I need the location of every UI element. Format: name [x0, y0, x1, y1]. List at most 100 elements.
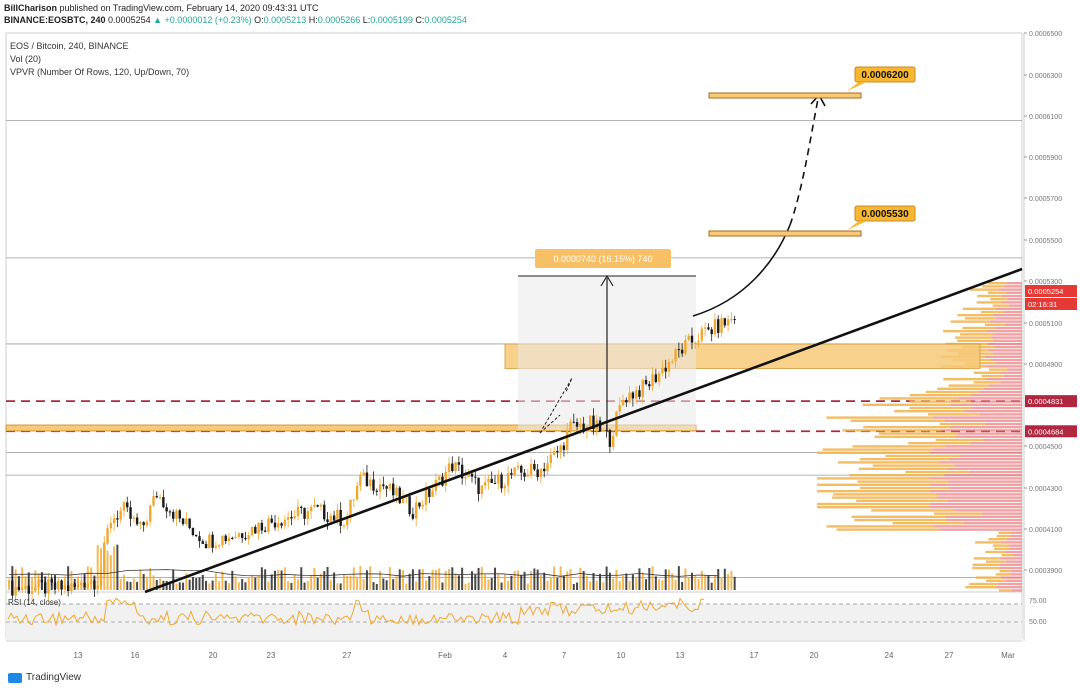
vpvr-bar-down	[944, 419, 1022, 422]
vpvr-bar-up	[859, 458, 950, 461]
volume-bar	[54, 575, 57, 590]
volume-bar	[444, 570, 447, 590]
candle-body	[145, 521, 149, 526]
volume-bar	[205, 580, 208, 590]
volume-bar	[641, 572, 644, 590]
volume-bar	[497, 574, 500, 590]
volume-bar	[464, 583, 467, 590]
x-tick-label: 13	[676, 651, 685, 660]
candle-body	[661, 367, 664, 374]
vpvr-bar-down	[929, 483, 1022, 486]
vpvr-bar-up	[955, 336, 992, 339]
vpvr-bar-up	[998, 531, 1012, 534]
candle-body	[625, 399, 628, 403]
volume-bar	[83, 573, 86, 590]
vpvr-bar-up	[981, 310, 1004, 314]
volume-bar	[405, 583, 408, 590]
x-tick-label: Feb	[438, 651, 452, 660]
vpvr-bar-down	[971, 406, 1022, 410]
volume-bar	[415, 581, 418, 590]
volume-bar	[264, 569, 267, 590]
vpvr-bar-up	[852, 445, 946, 448]
candle-body	[342, 525, 346, 527]
vpvr-bar-up	[894, 410, 965, 413]
candle-body	[520, 465, 523, 473]
y-tick-label: 0.0005500	[1029, 238, 1062, 245]
volume-bar	[50, 578, 53, 590]
candle-body	[437, 476, 441, 480]
vpvr-bar-down	[948, 467, 1022, 470]
volume-bar	[129, 581, 132, 590]
legend-vol[interactable]: Vol (20)	[10, 54, 42, 64]
volume-bar	[67, 566, 70, 590]
x-tick-label: 20	[209, 651, 218, 660]
vpvr-bar-down	[985, 365, 1022, 368]
volume-bar	[11, 566, 14, 590]
candle-body	[556, 451, 559, 453]
vpvr-bar-down	[985, 422, 1022, 426]
volume-bar	[562, 575, 565, 590]
candle-body	[694, 342, 697, 344]
vpvr-bar-up	[960, 333, 995, 336]
volume-bar	[713, 575, 716, 590]
vpvr-bar-down	[964, 410, 1022, 413]
candle-body	[372, 479, 375, 491]
candle-body	[667, 362, 671, 372]
volume-bar	[313, 567, 316, 590]
candle-body	[385, 486, 388, 489]
volume-bar	[47, 581, 50, 590]
candle-body	[424, 488, 428, 505]
volume-bar	[191, 577, 194, 590]
vpvr-bar-up	[859, 486, 950, 490]
candle-body	[273, 522, 277, 528]
x-tick-label: 10	[617, 651, 626, 660]
volume-bar	[526, 583, 529, 590]
candle-body	[723, 318, 727, 326]
rsi-tick-label: 75.00	[1029, 598, 1047, 605]
candle-body	[214, 545, 218, 548]
volume-bar	[608, 572, 611, 590]
header-line-1: BillCharison published on TradingView.co…	[4, 3, 319, 13]
volume-bar	[195, 578, 198, 590]
volume-bar	[421, 569, 424, 590]
y-tick-label: 0.0006500	[1029, 31, 1062, 38]
legend-vpvr[interactable]: VPVR (Number Of Rows, 120, Up/Down, 70)	[10, 67, 190, 77]
candle-body	[628, 392, 631, 403]
candle-body	[414, 502, 418, 519]
y-tick-label: 0.0004100	[1029, 527, 1062, 534]
legend-title[interactable]: EOS / Bitcoin, 240, BINANCE	[10, 41, 129, 51]
candle-body	[529, 463, 533, 475]
volume-bar	[168, 582, 171, 590]
vpvr-bar-up	[957, 314, 993, 317]
candle-body	[730, 319, 733, 321]
vpvr-bar-up	[962, 326, 996, 330]
author[interactable]: BillCharison	[4, 3, 58, 13]
candle-body	[680, 349, 684, 354]
candle-body	[244, 537, 247, 540]
candle-body	[411, 514, 415, 519]
open-label: O:	[254, 15, 264, 25]
volume-bar	[326, 566, 329, 590]
candle-body	[401, 497, 405, 504]
vpvr-bar-up	[850, 419, 945, 422]
volume-bar	[668, 569, 670, 590]
volume-bar	[182, 582, 185, 590]
vpvr-bar-up	[934, 512, 983, 515]
ascending-trendline	[144, 267, 1023, 594]
volume-bar	[346, 575, 349, 590]
candle-body	[546, 462, 549, 472]
vpvr-bar-down	[1008, 304, 1022, 307]
rsi-tick-label: 50.00	[1029, 619, 1047, 626]
vpvr-bar-up	[826, 416, 934, 419]
candle-body	[293, 516, 296, 519]
candle-body	[122, 502, 126, 511]
vpvr-bar-down	[932, 448, 1022, 451]
volume-bar	[63, 576, 66, 590]
candle-body	[283, 519, 287, 526]
vpvr-bar-down	[969, 470, 1022, 474]
volume-bar	[93, 575, 96, 590]
vpvr-bar-down	[1006, 538, 1022, 541]
vpvr-bar-up	[909, 400, 972, 403]
footer-brand[interactable]: TradingView	[26, 672, 82, 683]
y-tick-label: 0.0005900	[1029, 155, 1062, 162]
